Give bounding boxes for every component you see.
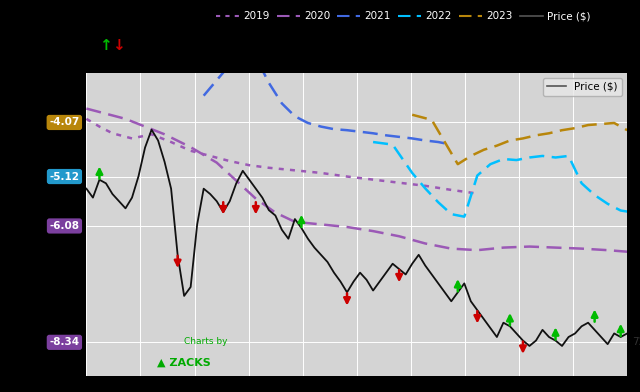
Text: -4.07: -4.07 (49, 118, 79, 127)
Legend: Price ($): Price ($) (543, 78, 622, 96)
Text: ↑: ↑ (99, 38, 112, 53)
Text: -5.12: -5.12 (49, 172, 79, 181)
Text: ↓: ↓ (112, 38, 125, 53)
Text: ▲ ZACKS: ▲ ZACKS (157, 357, 211, 367)
Text: -8.34: -8.34 (49, 338, 79, 347)
Text: -6.08: -6.08 (49, 221, 79, 231)
Text: Charts by: Charts by (184, 337, 227, 346)
Legend: 2019, 2020, 2021, 2022, 2023, Price ($): 2019, 2020, 2021, 2022, 2023, Price ($) (212, 7, 595, 25)
Text: 72.81: 72.81 (632, 337, 640, 347)
